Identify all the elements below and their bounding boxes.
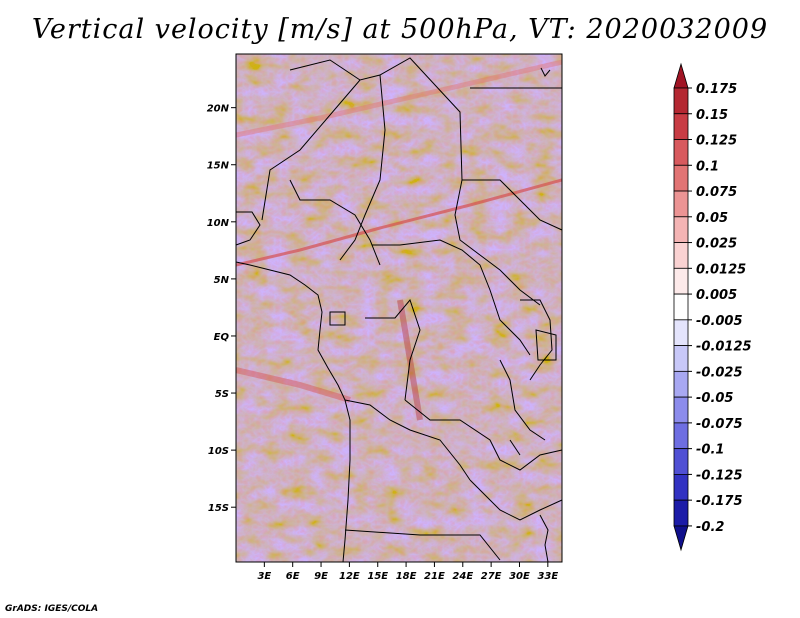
colorbar-swatch [673, 448, 689, 475]
colorbar-swatch [673, 319, 689, 346]
colorbar-label: -0.1 [696, 443, 724, 458]
longitude-axis: 3E 6E 9E 12E 15E 18E 21E 24E 27E 30E 33E [257, 562, 558, 582]
colorbar-swatch [673, 396, 689, 424]
colorbar-label: -0.2 [696, 520, 724, 535]
lat-label: 10S [208, 446, 229, 457]
colorbar-label: 0.15 [696, 108, 728, 123]
colorbar-label: 0.0125 [696, 262, 746, 277]
colorbar-label: 0.125 [696, 134, 737, 149]
colorbar-label: 0.075 [696, 185, 737, 200]
colorbar-label: -0.075 [696, 417, 743, 432]
colorbar: 0.175 0.15 0.125 0.1 0.075 0.05 0.025 0.0125 0.0… [673, 62, 752, 552]
colorbar-label: 0.025 [696, 237, 737, 252]
colorbar-swatch [673, 139, 689, 166]
colorbar-label: -0.0125 [696, 340, 752, 355]
colorbar-swatch [673, 267, 689, 295]
lat-label: EQ [214, 332, 230, 343]
lon-label: 27E [481, 571, 502, 582]
lat-label: 15N [207, 161, 230, 172]
country-borders [235, 57, 563, 563]
lon-label: 9E [314, 571, 328, 582]
colorbar-swatch [673, 216, 689, 243]
map-field [236, 54, 562, 562]
colorbar-label: -0.05 [696, 391, 733, 406]
lon-label: 3E [257, 571, 271, 582]
lat-label: 20N [207, 104, 230, 115]
colorbar-swatch [673, 87, 689, 115]
colorbar-label: 0.05 [696, 211, 728, 226]
lat-label: 5S [215, 389, 229, 400]
lon-label: 12E [339, 571, 360, 582]
map-title: Vertical velocity [m/s] at 500hPa, VT: 2… [31, 14, 769, 45]
colorbar-swatch [673, 242, 689, 269]
colorbar-label: -0.125 [696, 468, 743, 483]
colorbar-swatch [673, 422, 689, 450]
map-frame [235, 53, 563, 563]
colorbar-swatch [673, 190, 689, 218]
lon-label: 18E [396, 571, 417, 582]
colorbar-label: 0.005 [696, 288, 737, 303]
colorbar-label: -0.175 [696, 494, 743, 509]
lon-label: 21E [424, 571, 445, 582]
colorbar-label: 0.1 [696, 159, 719, 174]
lon-label: 30E [509, 571, 530, 582]
colorbar-swatch [673, 113, 689, 140]
colorbar-label: -0.005 [696, 314, 743, 329]
lat-label: 15S [208, 503, 229, 514]
lon-label: 33E [537, 571, 558, 582]
colorbar-label: 0.175 [696, 82, 737, 97]
lon-label: 6E [286, 571, 300, 582]
lat-label: 10N [207, 218, 230, 229]
colorbar-swatch [673, 499, 689, 527]
colorbar-swatch [673, 293, 689, 321]
colorbar-swatch [673, 473, 689, 501]
latitude-axis: 20N 15N 10N 5N EQ 5S 10S 15S [207, 104, 236, 514]
colorbar-swatch [673, 370, 689, 398]
colorbar-top-cap [673, 62, 689, 89]
colorbar-swatch [673, 345, 689, 372]
lon-label: 15E [367, 571, 388, 582]
colorbar-label: -0.025 [696, 365, 743, 380]
colorbar-swatch [673, 164, 689, 192]
grads-credit: GrADS: IGES/COLA [5, 604, 99, 614]
colorbar-bottom-cap [673, 525, 689, 552]
lon-label: 24E [452, 571, 473, 582]
lat-label: 5N [214, 275, 230, 286]
